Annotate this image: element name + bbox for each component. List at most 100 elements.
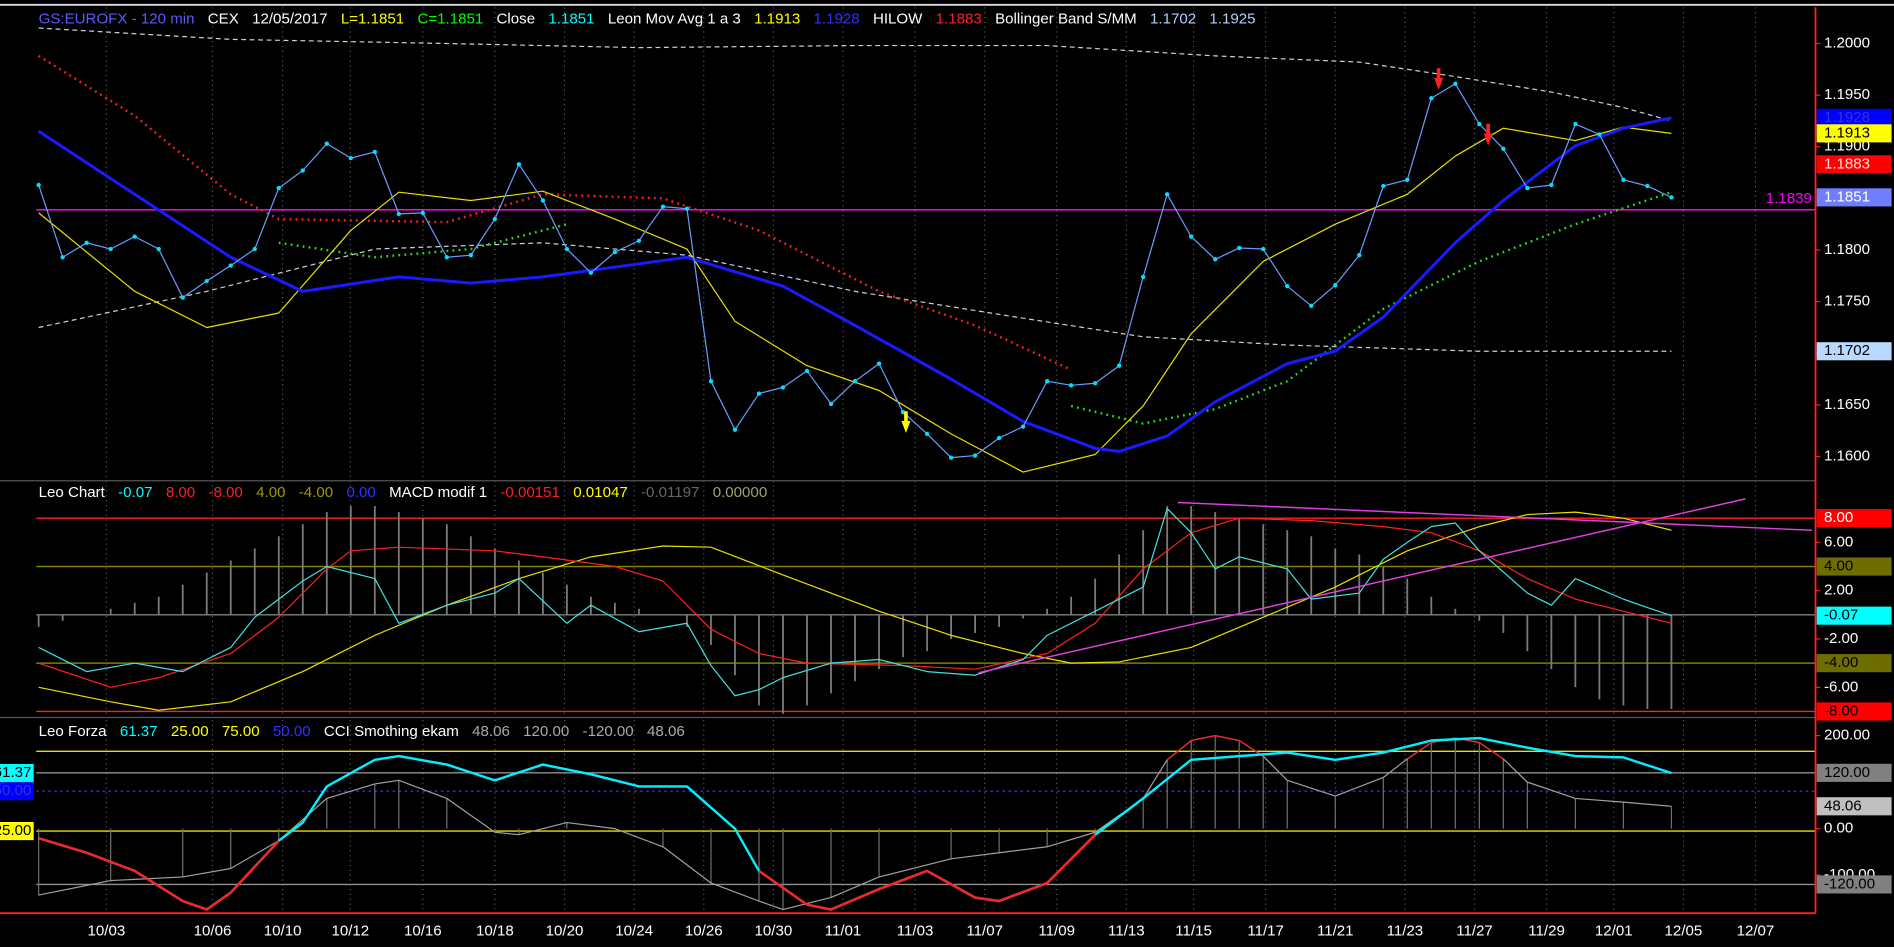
value-box-label: 61.37 [0,764,31,781]
data-point [1237,245,1242,251]
x-tick-label: 11/07 [966,922,1003,939]
value-box [1816,188,1892,207]
data-point [1309,303,1314,308]
legend-item: C=1.1851 [417,10,483,27]
value-box [1816,108,1892,127]
data-point [300,168,305,173]
legend-item: 0.01047 [573,484,628,501]
legend-item: Leo Forza [39,723,108,740]
data-point [1333,282,1338,288]
x-tick-label: 11/13 [1108,922,1145,939]
left-value-box: 61.37 [0,764,34,783]
legend-item: 12/05/2017 [252,10,327,27]
legend-item: Close [497,10,536,27]
x-tick-label: 11/23 [1387,922,1424,939]
x-tick-label: 10/12 [331,922,369,939]
legend-item: 25.00 [171,723,209,740]
x-tick-label: 11/01 [825,922,862,939]
legend-item: -4.00 [299,484,333,501]
legend-item: HILOW [873,10,923,27]
data-point [1140,274,1146,280]
data-point [804,368,810,374]
panel-axis: 1.20001.19501.19001.18501.18001.17501.17… [39,10,1892,465]
value-box-label: 4.00 [1824,557,1853,574]
data-point [540,198,546,203]
x-tick-label: 12/07 [1737,922,1775,939]
value-box-label: 8.00 [1824,509,1853,526]
series-line [38,54,1072,371]
value-box-label: -120.00 [1824,875,1875,892]
x-tick-label: 10/16 [404,922,442,939]
trend-line [978,498,1746,674]
panel-axis: 6.00 2.00 -2.00 -6.00 8.00 4.00 -4.00 -8.00 -0.0… [39,484,1892,721]
data-point [852,379,858,384]
x-tick-label: 10/06 [194,922,232,939]
data-point [324,141,329,146]
data-point [1189,234,1194,239]
value-box [1816,155,1892,174]
data-point [228,263,233,268]
data-point [1261,246,1266,252]
y-tick-label: 1.1600 [1824,448,1870,465]
data-point [180,295,185,300]
data-point [1453,81,1458,86]
value-box-label: 50.00 [0,782,31,799]
legend-item: 1.1913 [754,10,800,27]
legend-item: L=1.1851 [341,10,404,27]
value-box-label: -4.00 [1824,654,1858,671]
x-tick-label: 12/05 [1665,922,1703,939]
x-tick-label: 11/15 [1175,922,1212,939]
value-box-label: -0.07 [1824,607,1858,624]
data-point [1429,96,1434,101]
data-point [420,210,426,216]
data-point [372,149,377,155]
series-line [38,511,1672,711]
data-point [564,246,570,252]
value-box [1816,557,1892,576]
data-point [732,427,738,432]
legend-item: 1.1702 [1150,10,1196,27]
legend-item: 1.1928 [814,10,860,27]
y-tick-label: 1.1800 [1824,241,1870,258]
left-value-box: 50.00 [0,782,34,801]
legend-item: Bollinger Band S/MM [995,10,1137,27]
data-point [108,246,113,252]
value-box-label: 1.1928 [1824,109,1870,126]
value-box [1816,763,1892,782]
value-box-label: 48.06 [1824,797,1862,814]
data-point [756,391,762,396]
data-point [1645,183,1650,189]
legend-item: 61.37 [120,723,158,740]
series-line [38,27,1672,122]
panel [36,719,1816,914]
series-line [38,517,1672,688]
data-point [1597,132,1602,137]
series-line [1070,191,1672,425]
sell-arrow [1434,68,1444,90]
data-point [1044,379,1050,384]
value-box [1816,702,1892,721]
buy-arrow [901,411,911,433]
x-tick-label: 10/03 [87,922,125,939]
series-line-highlight [1166,735,1504,761]
data-point [492,216,498,222]
legend-item: -0.01197 [641,484,699,501]
legend-item: 0.00 [346,484,375,501]
data-point [1213,257,1218,262]
series-line [278,223,568,259]
left-value-box: 25.00 [0,821,34,841]
x-tick-label: 11/17 [1247,922,1284,939]
value-box [0,821,34,841]
panel [36,7,1816,481]
y-tick-label: 200.00 [1824,727,1870,744]
series-line-highlight [38,833,1097,911]
panel-axis: 200.000.00-100.0025.0050.0061.37120.00-1… [0,723,1892,894]
legend-item: 120.00 [523,723,569,740]
x-tick-label: 10/10 [264,922,302,939]
value-box-label: 1.1702 [1824,342,1870,359]
data-point [1020,424,1026,429]
x-tick-label: 11/21 [1317,922,1354,939]
series-line [38,242,1672,352]
legend-item: 50.00 [273,723,311,740]
